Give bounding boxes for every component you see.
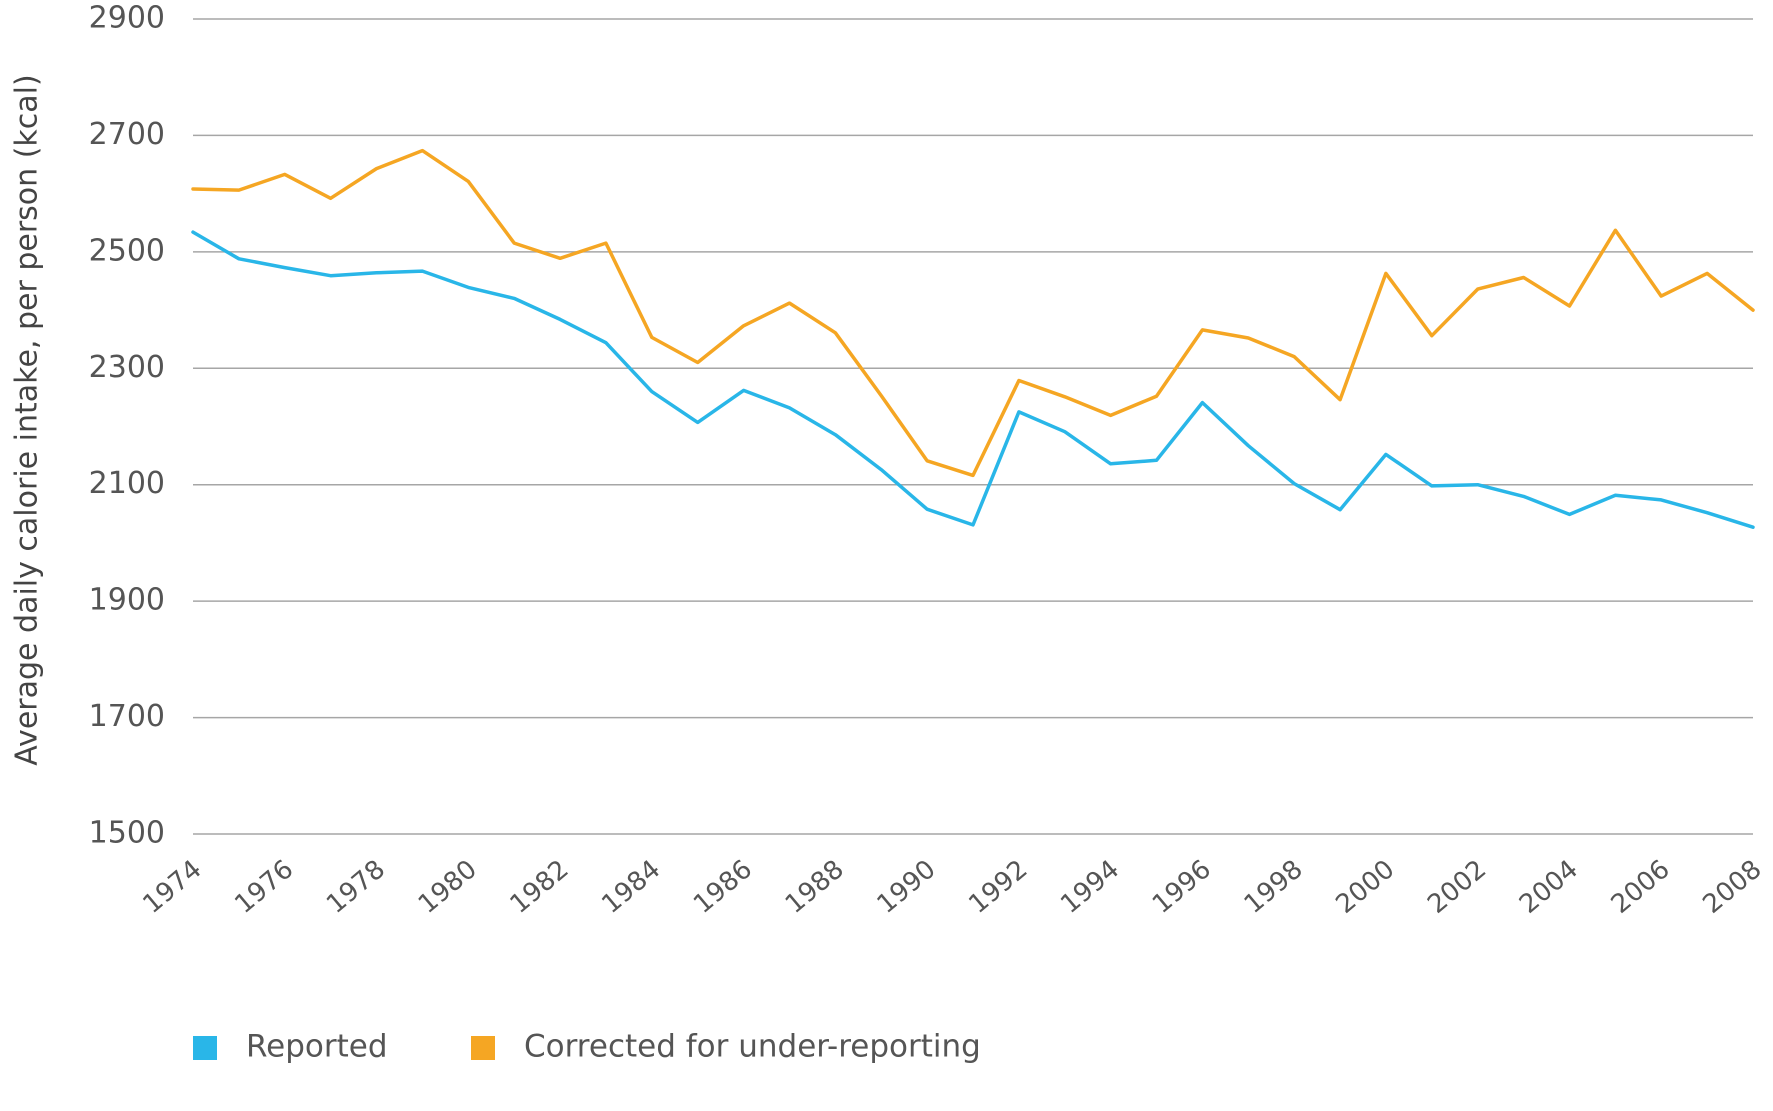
x-tick-label: 1988 [780,854,850,920]
x-tick-label: 1990 [872,854,942,920]
x-tick-label: 1982 [505,854,575,920]
x-tick-label: 1984 [596,854,666,920]
y-tick-label: 1900 [89,583,165,618]
x-axis-tick-labels: 1974 1976 1978 1980 1982 1984 1986 1988 1990 1992… [138,854,1768,920]
x-tick-label: 2004 [1514,854,1584,920]
legend-swatch-reported [193,1036,217,1060]
x-tick-label: 2000 [1330,854,1400,920]
y-tick-label: 2100 [89,466,165,501]
y-tick-label: 2300 [89,350,165,385]
x-tick-label: 1996 [1147,854,1217,920]
legend-swatch-corrected [471,1036,495,1060]
legend-label-corrected: Corrected for under-reporting [524,1029,981,1065]
x-tick-label: 2006 [1606,854,1676,920]
x-tick-label: 2002 [1422,854,1492,920]
legend: Reported Corrected for under-reporting [193,1029,981,1065]
x-tick-label: 1976 [229,854,299,920]
x-tick-label: 1974 [138,854,208,920]
y-tick-label: 2900 [89,1,165,36]
series-line-corrected [191,148,1755,478]
y-tick-label: 2500 [89,233,165,268]
gridlines [193,18,1753,835]
legend-label-reported: Reported [246,1029,388,1065]
y-axis-label: Average daily calorie intake, per person… [10,74,45,765]
series-lines [191,148,1755,529]
x-tick-label: 1998 [1239,854,1309,920]
series-line-reported [191,230,1755,529]
x-tick-label: 1986 [688,854,758,920]
x-tick-label: 1978 [321,854,391,920]
x-tick-label: 1994 [1055,854,1125,920]
y-tick-label: 1700 [89,699,165,734]
y-tick-label: 2700 [89,117,165,152]
y-tick-label: 1500 [89,816,165,851]
y-axis-tick-labels: 1500 1700 1900 2100 2300 2500 2700 2900 [89,1,165,851]
x-tick-label: 1980 [413,854,483,920]
x-tick-label: 1992 [963,854,1033,920]
x-tick-label: 2008 [1698,854,1768,920]
